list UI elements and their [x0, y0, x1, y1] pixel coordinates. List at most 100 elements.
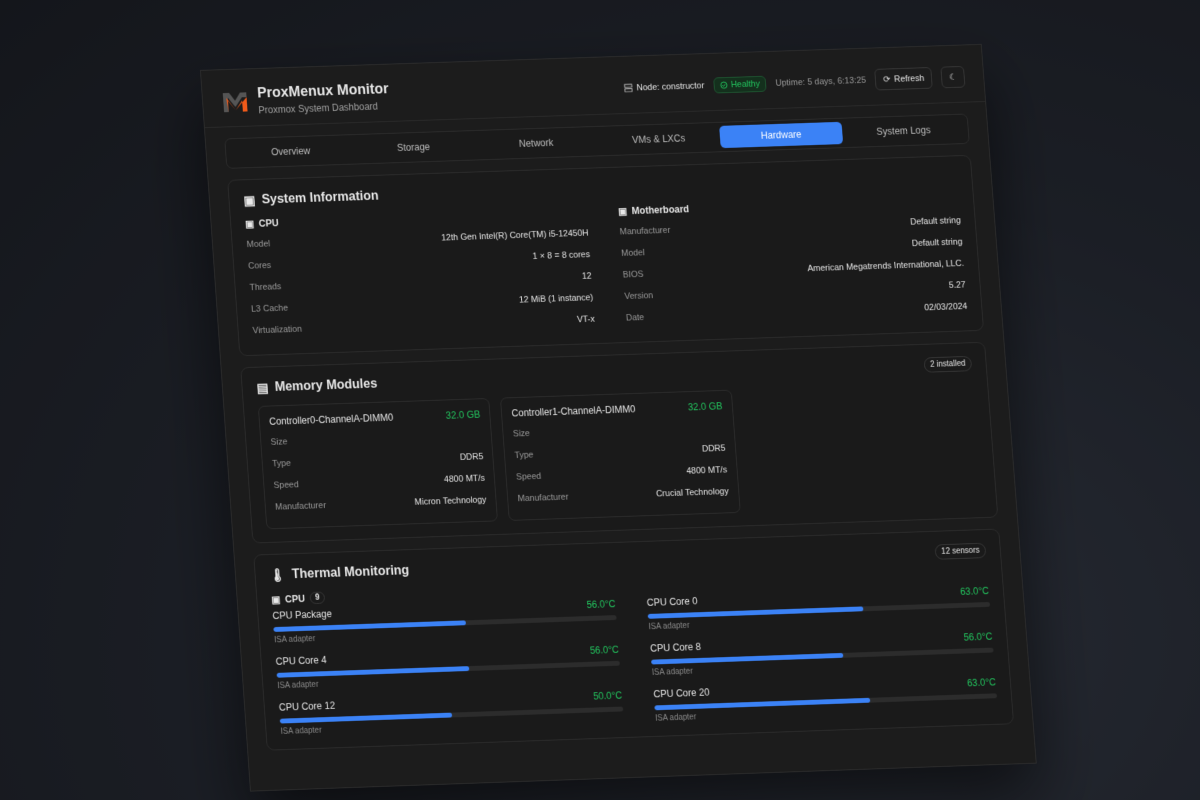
thermal-monitoring-card: 12 sensors 🌡 Thermal Monitoring ▣ CPU 9 CPU…: [253, 529, 1014, 751]
row-value: DDR5: [460, 452, 484, 463]
tab-vms-lxcs[interactable]: VMs & LXCs: [597, 126, 721, 152]
tab-system-logs[interactable]: System Logs: [842, 118, 966, 144]
sensor-temp: 63.0°C: [967, 676, 997, 688]
cpu-icon: ▣: [271, 594, 281, 606]
header: ProxMenux Monitor Proxmox System Dashboa…: [201, 45, 985, 128]
row-label: Version: [624, 291, 653, 302]
sensor-temp: 56.0°C: [963, 631, 993, 643]
uptime: Uptime: 5 days, 6:13:25: [775, 75, 866, 88]
row-value: 4800 MT/s: [444, 474, 485, 486]
sensor-item: CPU Core 20 63.0°C ISA adapter: [653, 676, 998, 723]
cpu-icon: ▣: [245, 218, 255, 229]
row-label: Size: [513, 429, 531, 440]
theme-toggle-button[interactable]: ☾: [941, 66, 966, 88]
sensor-name: CPU Core 8: [650, 641, 702, 654]
refresh-icon: ⟳: [883, 74, 891, 85]
card-title: System Information: [261, 189, 379, 207]
sensor-item: CPU Core 4 56.0°C ISA adapter: [275, 644, 621, 691]
row-value: American Megatrends International, LLC.: [807, 259, 964, 275]
row-value: 4800 MT/s: [686, 465, 727, 477]
group-count: 9: [309, 592, 325, 605]
sensor-item: CPU Core 12 50.0°C ISA adapter: [279, 690, 625, 737]
memory-modules-card: 2 installed ▤ Memory Modules Controller0-…: [240, 342, 998, 544]
row-label: Cores: [248, 261, 272, 272]
card-title: Memory Modules: [274, 377, 377, 395]
chip-icon: ▣: [243, 193, 256, 209]
module-size: 32.0 GB: [445, 409, 480, 421]
tab-network[interactable]: Network: [474, 130, 598, 156]
tab-overview[interactable]: Overview: [229, 138, 353, 164]
memory-icon: ▤: [256, 380, 269, 396]
row-value: Micron Technology: [414, 495, 486, 508]
row-value: 1 × 8 = 8 cores: [532, 250, 590, 262]
row-value: 02/03/2024: [924, 302, 968, 314]
sensor-temp: 50.0°C: [593, 690, 623, 702]
app-subtitle: Proxmox System Dashboard: [258, 100, 390, 116]
row-value: Crucial Technology: [656, 487, 729, 500]
row-value: Default string: [911, 237, 962, 249]
sensor-item: CPU Package 56.0°C ISA adapter: [272, 598, 617, 645]
memory-module: Controller1-ChannelA-DIMM0 32.0 GB Size Typ…: [500, 390, 740, 521]
sensor-item: CPU Core 0 63.0°C ISA adapter: [646, 585, 991, 631]
refresh-label: Refresh: [894, 73, 925, 84]
sensor-temp: 63.0°C: [960, 585, 990, 597]
row-label: Date: [626, 313, 645, 324]
sensor-name: CPU Core 20: [653, 687, 710, 700]
row-label: Threads: [249, 282, 281, 293]
check-circle-icon: [720, 81, 728, 89]
row-label: Speed: [516, 472, 542, 483]
system-information-card: ▣ System Information ▣ CPU Model 12th Gen I…: [227, 155, 984, 356]
node-label: Node: constructor: [624, 81, 705, 93]
sensor-temp: 56.0°C: [586, 598, 616, 610]
memory-module: Controller0-ChannelA-DIMM0 32.0 GB Size Typ…: [258, 398, 498, 529]
row-label: Manufacturer: [517, 492, 569, 504]
row-value: 12: [582, 271, 592, 282]
sensor-name: CPU Package: [272, 608, 332, 621]
moon-icon: ☾: [949, 72, 957, 83]
row-label: Virtualization: [252, 324, 302, 336]
row-label: Manufacturer: [619, 226, 670, 238]
app-title: ProxMenux Monitor: [257, 80, 389, 101]
brand: ProxMenux Monitor Proxmox System Dashboa…: [221, 80, 390, 117]
row-label: L3 Cache: [251, 303, 289, 315]
group-title: CPU: [285, 593, 306, 605]
status-text: Healthy: [730, 79, 760, 89]
thermometer-icon: 🌡: [269, 567, 286, 584]
sensor-name: CPU Core 4: [275, 654, 327, 667]
sensor-name: CPU Core 0: [646, 595, 698, 608]
status-badge: Healthy: [713, 75, 767, 93]
motherboard-section: ▣ Motherboard Manufacturer Default string M…: [618, 194, 968, 329]
row-value: VT-x: [577, 314, 595, 325]
installed-badge: 2 installed: [923, 356, 972, 373]
node-name: Node: constructor: [636, 81, 704, 93]
row-label: Type: [272, 459, 291, 470]
motherboard-icon: ▣: [618, 206, 628, 217]
row-value: [481, 430, 482, 440]
server-icon: [624, 83, 633, 92]
module-size: 32.0 GB: [688, 400, 723, 412]
sensors-badge: 12 sensors: [935, 543, 987, 560]
sensor-temp: 56.0°C: [590, 644, 620, 656]
sensor-item: CPU Core 8 56.0°C ISA adapter: [650, 631, 995, 678]
row-value: [724, 422, 725, 432]
row-label: Type: [514, 450, 533, 461]
row-value: DDR5: [702, 444, 726, 455]
tab-storage[interactable]: Storage: [351, 134, 475, 160]
row-label: Size: [270, 437, 288, 448]
refresh-button[interactable]: ⟳ Refresh: [875, 67, 933, 90]
row-value: 5.27: [949, 280, 966, 291]
row-value: Default string: [910, 216, 961, 228]
section-title: CPU: [258, 217, 279, 229]
dashboard-window: ProxMenux Monitor Proxmox System Dashboa…: [200, 44, 1037, 792]
proxmenux-logo-icon: [221, 89, 249, 114]
tab-hardware[interactable]: Hardware: [719, 122, 843, 148]
cpu-section: ▣ CPU Model 12th Gen Intel(R) Core(TM) i5-…: [245, 207, 596, 342]
row-value: 12 MiB (1 instance): [519, 293, 594, 306]
sensor-name: CPU Core 12: [279, 700, 336, 713]
module-name: Controller0-ChannelA-DIMM0: [269, 412, 394, 427]
module-name: Controller1-ChannelA-DIMM0: [511, 403, 636, 418]
row-label: Speed: [273, 480, 299, 491]
card-title: Thermal Monitoring: [291, 564, 409, 583]
row-label: Model: [246, 239, 270, 250]
row-label: Manufacturer: [275, 501, 327, 513]
